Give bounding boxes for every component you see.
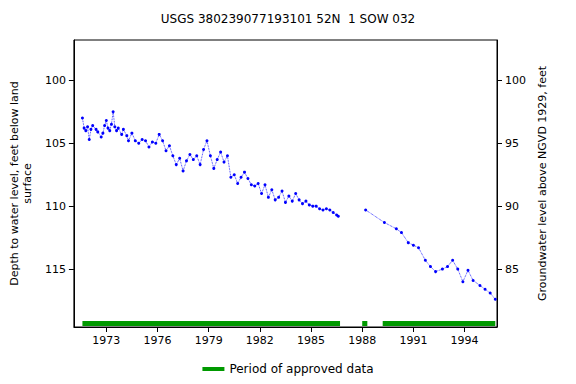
svg-text:1973: 1973 — [92, 334, 120, 347]
svg-text:1994: 1994 — [451, 334, 479, 347]
svg-text:Groundwater level above NGVD 1: Groundwater level above NGVD 1929, feet — [536, 65, 549, 301]
svg-text:85: 85 — [505, 263, 519, 276]
svg-text:1979: 1979 — [195, 334, 223, 347]
svg-text:110: 110 — [45, 200, 66, 213]
svg-text:115: 115 — [45, 263, 66, 276]
svg-text:1988: 1988 — [348, 334, 376, 347]
svg-text:100: 100 — [45, 74, 66, 87]
svg-text:1985: 1985 — [297, 334, 325, 347]
svg-text:Period of approved data: Period of approved data — [229, 362, 373, 376]
svg-text:95: 95 — [505, 137, 519, 150]
svg-text:surface: surface — [21, 163, 34, 204]
svg-text:1976: 1976 — [143, 334, 171, 347]
svg-text:1982: 1982 — [246, 334, 274, 347]
svg-text:USGS 380239077193101 52N 1 SO: USGS 380239077193101 52N 1 SOW 032 — [161, 12, 415, 26]
svg-text:90: 90 — [505, 200, 519, 213]
svg-text:Depth to water level, feet bel: Depth to water level, feet below land — [8, 81, 21, 286]
svg-text:100: 100 — [505, 74, 526, 87]
svg-text:1991: 1991 — [399, 334, 427, 347]
svg-text:105: 105 — [45, 137, 66, 150]
